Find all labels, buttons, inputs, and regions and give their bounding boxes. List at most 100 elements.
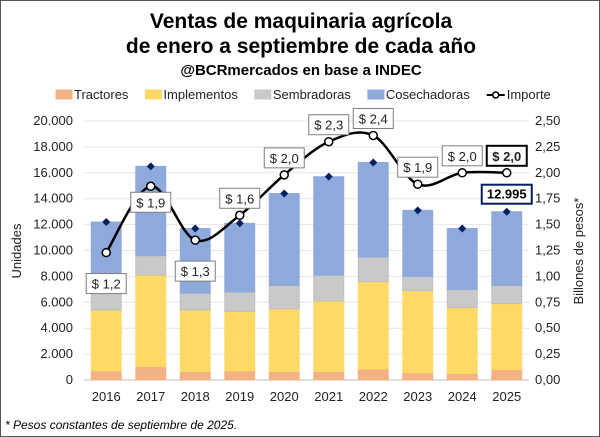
importe-label-box xyxy=(441,145,483,167)
importe-point xyxy=(279,170,289,180)
y2-tick-label: 1,75 xyxy=(535,191,560,206)
y-tick-label: 20.000 xyxy=(33,113,73,128)
total-marker xyxy=(191,224,200,233)
importe-label-box xyxy=(308,114,350,136)
total-marker xyxy=(413,206,422,215)
y-tick-label: 0 xyxy=(66,372,73,387)
importe-label: $ 2,0 xyxy=(492,149,521,164)
importe-label: $ 2,4 xyxy=(359,112,388,127)
y2-tick-label: 2,25 xyxy=(535,139,560,154)
importe-label: $ 1,9 xyxy=(136,195,165,210)
x-tick-label: 2023 xyxy=(403,389,432,404)
bar-implementos xyxy=(402,290,434,374)
bar-tractores xyxy=(268,371,300,381)
y-tick-label: 6.000 xyxy=(40,294,73,309)
bar-sembradoras xyxy=(446,288,478,308)
importe-label: $ 1,9 xyxy=(403,160,432,175)
legend-swatch-tractores xyxy=(55,89,73,100)
importe-label: $ 1,6 xyxy=(225,191,254,206)
bar-tractores xyxy=(90,370,122,381)
bar-implementos xyxy=(357,281,389,370)
bar-cosechadoras xyxy=(268,193,300,286)
y-tick-label: 4.000 xyxy=(40,320,73,335)
bar-implementos xyxy=(135,274,167,367)
legend-label: Cosechadoras xyxy=(386,87,470,102)
importe-label-box xyxy=(85,273,127,295)
bar-sembradoras xyxy=(179,292,211,311)
bar-sembradoras xyxy=(313,274,345,302)
x-tick-label: 2025 xyxy=(492,389,521,404)
bar-sembradoras xyxy=(402,275,434,292)
importe-label-box xyxy=(397,156,439,178)
importe-label-box xyxy=(130,191,172,213)
axes: 0 2.000 4.000 6.000 8.000 10.000 12.000 14.000 1… xyxy=(33,113,560,404)
y-tick-label: 18.000 xyxy=(33,139,73,154)
bar-cosechadoras xyxy=(313,176,345,276)
y-tick-label: 16.000 xyxy=(33,165,73,180)
bar-sembradoras xyxy=(224,291,256,312)
importe-label-box xyxy=(485,144,528,167)
legend-line-marker xyxy=(491,91,500,99)
bar-implementos xyxy=(224,310,256,372)
y2-tick-label: 2,00 xyxy=(535,165,560,180)
total-label: 12.995 xyxy=(487,187,527,202)
importe-label-box xyxy=(174,260,216,282)
importe-label: $ 1,3 xyxy=(181,264,210,279)
total-marker xyxy=(235,219,244,228)
importe-label: $ 2,3 xyxy=(314,118,343,133)
importe-label-box xyxy=(219,187,261,209)
total-marker xyxy=(102,218,111,227)
bar-sembradoras xyxy=(491,284,523,305)
total-label-box xyxy=(480,183,533,205)
y-tick-label: 14.000 xyxy=(33,191,73,206)
importe-label-box xyxy=(352,108,394,130)
importe-point xyxy=(235,210,245,221)
total-marker xyxy=(458,224,467,233)
x-tick-label: 2020 xyxy=(270,389,299,404)
bar-implementos xyxy=(491,303,523,371)
chart-subtitle: @BCRmercados en base a INDEC xyxy=(180,62,422,79)
total-marker xyxy=(324,172,333,181)
importe-point xyxy=(457,168,467,178)
y2-tick-label: 0,75 xyxy=(535,294,560,309)
bar-tractores xyxy=(491,369,523,381)
bar-implementos xyxy=(90,309,122,372)
x-tick-label: 2021 xyxy=(314,389,343,404)
legend-swatch-cosechadoras xyxy=(367,89,385,100)
y-tick-label: 8.000 xyxy=(40,268,73,283)
total-marker xyxy=(146,162,155,171)
bar-cosechadoras xyxy=(224,222,256,293)
y2-tick-label: 0,25 xyxy=(535,346,560,361)
importe-point xyxy=(368,130,378,141)
bar-tractores xyxy=(135,365,167,381)
bar-cosechadoras xyxy=(446,227,478,290)
bar-tractores xyxy=(224,370,256,381)
bar-tractores xyxy=(402,372,434,381)
importe-line: $ 1,2 $ 1,9 $ 1,3 $ 1,6 $ 2,0 $ 2,3 $ 2,4 $ 1,9… xyxy=(85,108,528,295)
importe-point xyxy=(146,181,156,192)
x-tick-label: 2024 xyxy=(448,389,477,404)
bar-tractores xyxy=(357,368,389,381)
legend-label: Sembradoras xyxy=(273,87,352,102)
bar-sembradoras xyxy=(268,284,300,310)
bar-sembradoras xyxy=(135,255,167,276)
bar-tractores xyxy=(179,371,211,381)
y-tick-label: 12.000 xyxy=(33,217,73,232)
importe-label: $ 1,2 xyxy=(92,277,121,292)
bar-implementos xyxy=(179,309,211,373)
bars: 12.995 xyxy=(90,158,533,381)
y-axis-label: Unidades xyxy=(9,223,24,278)
legend-label: Importe xyxy=(507,87,551,102)
bar-implementos xyxy=(313,300,345,373)
x-tick-label: 2022 xyxy=(359,389,388,404)
importe-point xyxy=(101,247,111,258)
y2-tick-label: 0,00 xyxy=(535,372,560,387)
importe-point xyxy=(413,179,423,189)
x-tick-label: 2019 xyxy=(225,389,254,404)
y-tick-label: 2.000 xyxy=(40,346,73,361)
bar-implementos xyxy=(268,308,300,373)
bar-cosechadoras xyxy=(402,209,434,277)
chart-title: Ventas de maquinaria agrícola xyxy=(150,10,453,33)
total-marker xyxy=(369,158,378,167)
